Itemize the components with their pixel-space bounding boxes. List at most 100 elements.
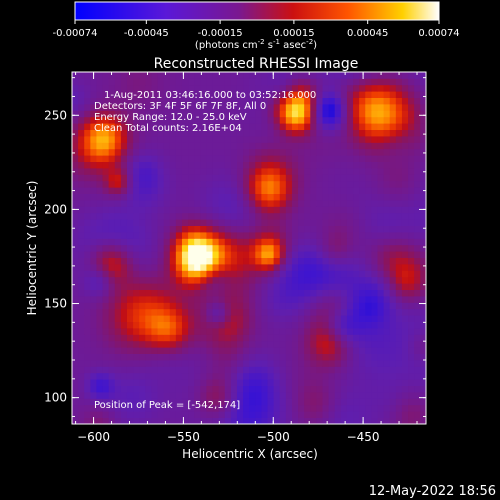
heatmap-cell xyxy=(389,296,397,303)
heatmap-cell xyxy=(169,392,177,399)
heatmap-cell xyxy=(169,136,177,143)
heatmap-cell xyxy=(383,180,391,188)
heatmap-cell xyxy=(236,193,244,201)
heatmap-cell xyxy=(200,328,207,335)
heatmap-cell xyxy=(188,411,195,418)
heatmap-cell xyxy=(255,283,262,290)
heatmap-cell xyxy=(200,187,207,194)
heatmap-cell xyxy=(371,264,378,271)
heatmap-cell xyxy=(96,334,103,342)
heatmap-cell xyxy=(139,244,146,252)
heatmap-cell xyxy=(133,251,140,258)
heatmap-cell xyxy=(408,168,415,175)
heatmap-cell xyxy=(102,251,110,258)
heatmap-cell xyxy=(334,91,342,98)
heatmap-cell xyxy=(255,385,262,393)
heatmap-cell xyxy=(243,238,250,246)
heatmap-cell xyxy=(224,289,232,297)
heatmap-cell xyxy=(383,315,391,322)
heatmap-cell xyxy=(267,270,275,278)
heatmap-cell xyxy=(163,148,171,156)
heatmap-cell xyxy=(108,187,116,194)
heatmap-cell xyxy=(365,379,372,386)
heatmap-cell xyxy=(108,417,116,424)
heatmap-cell xyxy=(346,366,354,374)
heatmap-cell xyxy=(108,212,116,220)
heatmap-cell xyxy=(267,251,275,258)
heatmap-cell xyxy=(169,91,177,98)
heatmap-cell xyxy=(102,302,110,310)
heatmap-cell xyxy=(267,174,275,182)
heatmap-cell xyxy=(102,97,110,105)
heatmap-cell xyxy=(420,84,426,92)
heatmap-cell xyxy=(304,315,311,322)
heatmap-cell xyxy=(267,219,275,226)
heatmap-cell xyxy=(145,360,152,367)
heatmap-cell xyxy=(194,110,201,118)
heatmap-cell xyxy=(151,142,158,150)
heatmap-cell xyxy=(72,142,79,150)
heatmap-cell xyxy=(212,372,220,380)
heatmap-cell xyxy=(230,417,238,424)
heatmap-cell xyxy=(334,411,342,418)
heatmap-cell xyxy=(389,340,397,348)
heatmap-cell xyxy=(255,302,262,310)
heatmap-cell xyxy=(395,168,403,175)
heatmap-cell xyxy=(322,315,330,322)
heatmap-cell xyxy=(353,200,360,207)
heatmap-cell xyxy=(126,225,134,233)
heatmap-cell xyxy=(96,353,103,361)
heatmap-cell xyxy=(157,328,165,335)
heatmap-cell xyxy=(255,174,262,182)
heatmap-cell xyxy=(395,404,403,412)
heatmap-cell xyxy=(102,257,110,265)
heatmap-cell xyxy=(84,372,91,380)
heatmap-cell xyxy=(108,110,116,118)
heatmap-cell xyxy=(346,232,354,239)
heatmap-cell xyxy=(267,379,275,386)
heatmap-cell xyxy=(377,91,384,98)
heatmap-cell xyxy=(249,219,256,226)
heatmap-cell xyxy=(322,174,330,182)
heatmap-cell xyxy=(218,372,226,380)
heatmap-cell xyxy=(365,174,372,182)
heatmap-cell xyxy=(181,398,189,406)
heatmap-cell xyxy=(310,238,317,246)
heatmap-cell xyxy=(175,168,183,175)
heatmap-cell xyxy=(255,257,262,265)
heatmap-cell xyxy=(249,104,256,111)
heatmap-cell xyxy=(401,212,409,220)
heatmap-cell xyxy=(353,212,360,220)
heatmap-cell xyxy=(401,315,409,322)
heatmap-cell xyxy=(126,116,134,124)
heatmap-cell xyxy=(108,296,116,303)
heatmap-cell xyxy=(359,308,366,316)
heatmap-cell xyxy=(236,296,244,303)
heatmap-cell xyxy=(267,180,275,188)
heatmap-cell xyxy=(145,72,152,79)
heatmap-cell xyxy=(395,379,403,386)
heatmap-cell xyxy=(139,321,146,329)
heatmap-cell xyxy=(383,212,391,220)
heatmap-cell xyxy=(395,238,403,246)
heatmap-cell xyxy=(84,161,91,169)
heatmap-cell xyxy=(371,398,378,406)
heatmap-cell xyxy=(334,206,342,214)
heatmap-cell xyxy=(279,187,287,194)
heatmap-cell xyxy=(78,353,85,361)
heatmap-cell xyxy=(353,398,360,406)
heatmap-cell xyxy=(334,78,342,86)
heatmap-cell xyxy=(114,296,122,303)
heatmap-cell xyxy=(267,372,275,380)
heatmap-cell xyxy=(389,78,397,86)
heatmap-cell xyxy=(255,392,262,399)
heatmap-cell xyxy=(206,340,213,348)
heatmap-cell xyxy=(108,289,116,297)
heatmap-cell xyxy=(163,91,171,98)
heatmap-cell xyxy=(194,353,201,361)
heatmap-cell xyxy=(212,251,220,258)
heatmap-cell xyxy=(84,411,91,418)
heatmap-cell xyxy=(304,161,311,169)
heatmap-cell xyxy=(139,315,146,322)
heatmap-cell xyxy=(108,174,116,182)
